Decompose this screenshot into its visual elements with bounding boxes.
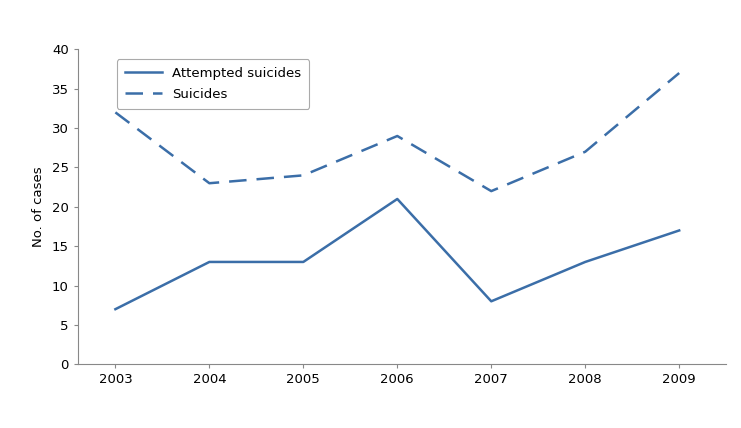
- Y-axis label: No. of cases: No. of cases: [32, 166, 45, 247]
- Text: Medscape: Medscape: [9, 9, 102, 25]
- Text: Source: MMWR © 2010 Centers for Disease Control and Prevention (CDC): Source: MMWR © 2010 Centers for Disease …: [349, 409, 734, 419]
- Legend: Attempted suicides, Suicides: Attempted suicides, Suicides: [117, 59, 309, 109]
